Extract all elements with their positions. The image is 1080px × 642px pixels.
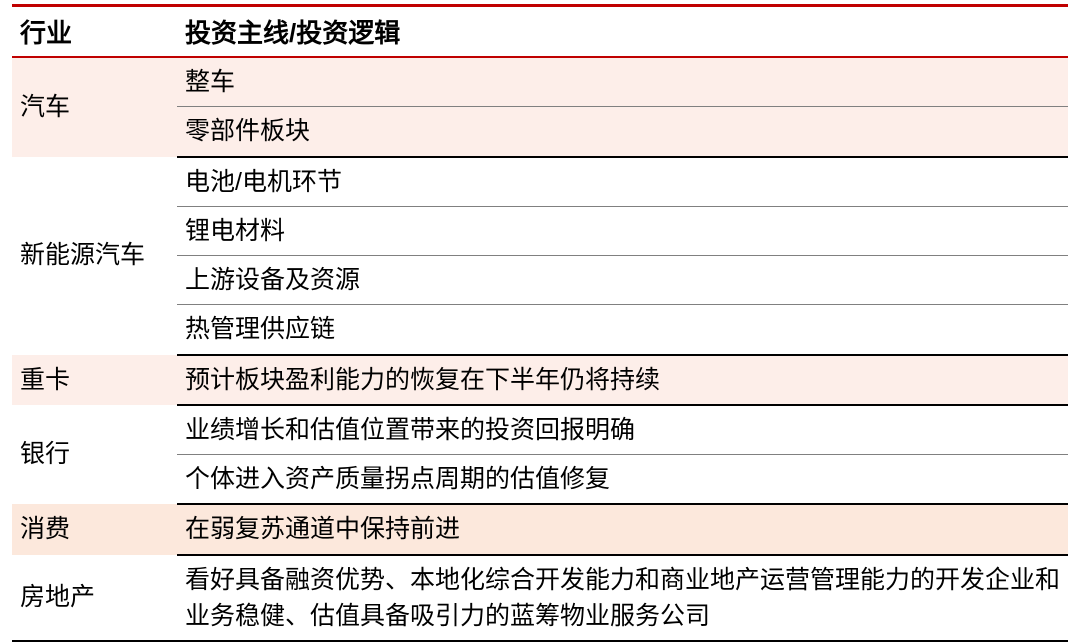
table-row: 汽车 整车 xyxy=(12,57,1068,107)
industry-cell: 消费 xyxy=(12,504,177,554)
header-industry: 行业 xyxy=(12,7,177,57)
logic-cell: 锂电材料 xyxy=(177,206,1068,255)
logic-cell: 电池/电机环节 xyxy=(177,157,1068,207)
logic-cell: 热管理供应链 xyxy=(177,305,1068,355)
logic-cell: 看好具备融资优势、本地化综合开发能力和商业地产运营管理能力的开发企业和业务稳健、… xyxy=(177,555,1068,641)
table-row: 新能源汽车 电池/电机环节 xyxy=(12,157,1068,207)
industry-cell: 房地产 xyxy=(12,555,177,641)
table-body: 汽车 整车 零部件板块 新能源汽车 电池/电机环节 锂电材料 上游设备及资源 热… xyxy=(12,57,1068,640)
investment-table-container: 行业 投资主线/投资逻辑 汽车 整车 零部件板块 新能源汽车 电池/电机环节 锂… xyxy=(12,4,1068,642)
logic-cell: 个体进入资产质量拐点周期的估值修复 xyxy=(177,455,1068,505)
table-header-row: 行业 投资主线/投资逻辑 xyxy=(12,7,1068,57)
logic-cell: 业绩增长和估值位置带来的投资回报明确 xyxy=(177,405,1068,455)
table-row: 房地产 看好具备融资优势、本地化综合开发能力和商业地产运营管理能力的开发企业和业… xyxy=(12,555,1068,641)
industry-cell: 重卡 xyxy=(12,355,177,405)
investment-table: 行业 投资主线/投资逻辑 汽车 整车 零部件板块 新能源汽车 电池/电机环节 锂… xyxy=(12,7,1068,640)
logic-cell: 零部件板块 xyxy=(177,107,1068,157)
industry-cell: 汽车 xyxy=(12,57,177,157)
logic-cell: 上游设备及资源 xyxy=(177,256,1068,305)
logic-cell: 整车 xyxy=(177,57,1068,107)
header-logic: 投资主线/投资逻辑 xyxy=(177,7,1068,57)
industry-cell: 银行 xyxy=(12,405,177,505)
table-row: 消费 在弱复苏通道中保持前进 xyxy=(12,504,1068,554)
table-row: 银行 业绩增长和估值位置带来的投资回报明确 xyxy=(12,405,1068,455)
industry-cell: 新能源汽车 xyxy=(12,157,177,355)
table-row: 重卡 预计板块盈利能力的恢复在下半年仍将持续 xyxy=(12,355,1068,405)
logic-cell: 在弱复苏通道中保持前进 xyxy=(177,504,1068,554)
logic-cell: 预计板块盈利能力的恢复在下半年仍将持续 xyxy=(177,355,1068,405)
